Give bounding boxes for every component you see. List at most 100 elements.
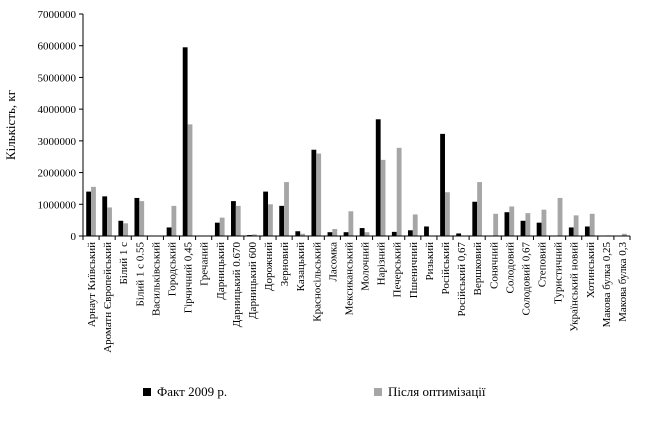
y-tick-label: 0 bbox=[71, 231, 77, 243]
x-category-label: Гірчичний 0,45 bbox=[183, 242, 195, 314]
bar-after-optimization bbox=[493, 213, 499, 236]
bar-fact-2009 bbox=[391, 231, 397, 236]
x-category-label: Арнаут Київський bbox=[86, 242, 98, 327]
bar-after-optimization bbox=[444, 192, 450, 236]
x-category-label: Дарницький 0.670 bbox=[231, 242, 243, 328]
x-category-label: Солодовий bbox=[504, 242, 516, 294]
bar-fact-2009 bbox=[359, 228, 365, 236]
bar-fact-2009 bbox=[472, 201, 478, 236]
x-category-label: Дарницький 600 bbox=[247, 242, 259, 319]
x-category-label: Красносільський bbox=[311, 242, 323, 322]
x-category-label: Ароматн Європейський bbox=[102, 242, 114, 353]
bar-fact-2009 bbox=[102, 196, 108, 236]
bar-after-optimization bbox=[396, 147, 402, 236]
y-axis-title: Кількість, кг bbox=[3, 90, 18, 160]
x-category-label: Макова булка 0,25 bbox=[601, 242, 613, 328]
bar-after-optimization bbox=[573, 215, 579, 236]
x-category-label: Васильківський bbox=[150, 242, 162, 316]
y-tick-label: 4000000 bbox=[38, 104, 77, 116]
bar-fact-2009 bbox=[182, 47, 188, 236]
bar-fact-2009 bbox=[375, 119, 381, 236]
y-tick-label: 2000000 bbox=[38, 168, 77, 180]
bar-after-optimization bbox=[477, 182, 482, 236]
x-category-label: Білий 1 с 0.55 bbox=[134, 242, 146, 307]
x-category-label: Хотинський bbox=[585, 242, 597, 298]
x-category-label: Казацький bbox=[295, 242, 307, 291]
bar-fact-2009 bbox=[424, 226, 429, 236]
bar-after-optimization bbox=[284, 182, 289, 236]
x-category-label: Ласомка bbox=[327, 242, 339, 282]
bar-after-optimization bbox=[171, 205, 177, 236]
x-category-label: Зерновий bbox=[279, 242, 291, 286]
x-category-label: Туристичний bbox=[553, 242, 565, 304]
x-category-label: Дарницький bbox=[215, 242, 227, 300]
y-tick-label: 7000000 bbox=[38, 9, 77, 21]
x-category-label: Ризький bbox=[424, 242, 436, 281]
bar-fact-2009 bbox=[263, 191, 269, 236]
bar-after-optimization bbox=[235, 205, 241, 236]
bar-after-optimization bbox=[589, 213, 595, 236]
x-category-label: Білий 1 с bbox=[118, 242, 130, 285]
x-category-label: Мексиканський bbox=[343, 242, 355, 315]
x-axis: Арнаут Київський Ароматн Європейський Біли… bbox=[82, 235, 631, 353]
legend-label: Факт 2009 р. bbox=[157, 384, 227, 399]
x-category-label: Український новий bbox=[569, 242, 581, 332]
bar-after-optimization bbox=[268, 204, 273, 236]
bar-after-optimization bbox=[107, 207, 112, 236]
bar-fact-2009 bbox=[231, 201, 236, 236]
bar-fact-2009 bbox=[456, 233, 462, 236]
x-category-label: Городський bbox=[166, 242, 178, 296]
y-tick-label: 5000000 bbox=[38, 72, 77, 84]
bar-after-optimization bbox=[251, 234, 257, 236]
bar-after-optimization bbox=[541, 209, 547, 236]
y-tick-label: 3000000 bbox=[38, 136, 77, 148]
x-category-label: Російський bbox=[440, 242, 452, 295]
x-category-label: Російський 0,67 bbox=[456, 242, 468, 317]
bar-fact-2009 bbox=[214, 222, 220, 236]
bar-after-optimization bbox=[332, 229, 338, 236]
bar-fact-2009 bbox=[311, 149, 317, 236]
y-tick-label: 6000000 bbox=[38, 41, 77, 53]
bar-fact-2009 bbox=[440, 133, 445, 236]
x-category-label: Печерський bbox=[392, 242, 404, 298]
bar-after-optimization bbox=[412, 214, 418, 236]
legend-label: Після оптимізації bbox=[388, 384, 486, 399]
bar-after-optimization bbox=[509, 206, 515, 236]
x-category-label: Степовий bbox=[537, 242, 549, 287]
bar-fact-2009 bbox=[166, 227, 172, 236]
x-category-label: Вершковий bbox=[472, 242, 484, 296]
x-category-label: Дорожний bbox=[263, 242, 275, 291]
bar-fact-2009 bbox=[327, 232, 333, 236]
bar-after-optimization bbox=[621, 233, 627, 236]
x-category-label: Макова булка 0,3 bbox=[617, 242, 629, 322]
bar-fact-2009 bbox=[568, 227, 574, 236]
bar-after-optimization bbox=[364, 232, 370, 236]
bar-fact-2009 bbox=[279, 205, 285, 236]
x-category-label: Нарізний bbox=[376, 242, 388, 286]
legend-swatch bbox=[374, 388, 382, 396]
bar-fact-2009 bbox=[584, 226, 590, 236]
bar-after-optimization bbox=[525, 213, 531, 236]
bar-fact-2009 bbox=[520, 220, 526, 236]
bars bbox=[86, 47, 627, 236]
x-category-label: Сонячний bbox=[488, 242, 500, 289]
bar-after-optimization bbox=[348, 211, 354, 236]
bar-fact-2009 bbox=[86, 191, 92, 236]
bar-after-optimization bbox=[300, 233, 306, 236]
bar-after-optimization bbox=[187, 124, 193, 236]
x-category-label: Пшеничний bbox=[408, 242, 420, 298]
bar-fact-2009 bbox=[134, 197, 140, 236]
bar-after-optimization bbox=[316, 153, 322, 236]
bar-after-optimization bbox=[91, 186, 96, 236]
bar-fact-2009 bbox=[295, 231, 301, 236]
bar-fact-2009 bbox=[118, 220, 124, 236]
x-category-label: Молочний bbox=[360, 242, 372, 291]
y-axis: 0 1000000 2000000 3000000 4000000 5000000 6000… bbox=[38, 9, 84, 243]
bar-fact-2009 bbox=[504, 212, 510, 236]
legend-swatch bbox=[143, 388, 151, 396]
bar-after-optimization bbox=[557, 197, 563, 236]
legend: Факт 2009 р. Після оптимізації bbox=[143, 384, 486, 399]
bar-after-optimization bbox=[123, 223, 129, 236]
